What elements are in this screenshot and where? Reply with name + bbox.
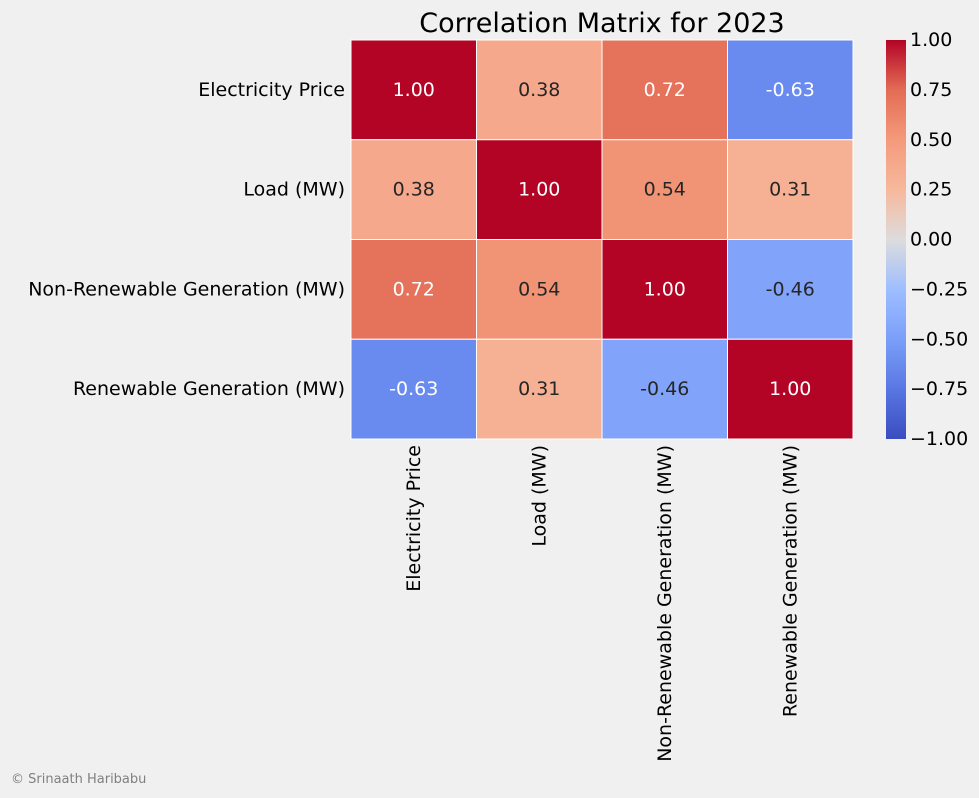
column-tick-labels: Electricity Price Load (MW) Non-Renewable … [403, 445, 802, 762]
heatmap-cell [601, 39, 728, 141]
heatmap-cell-labels: 1.00 0.38 0.72 -0.63 0.38 1.00 0.54 0.31 0.72 0.5… [389, 79, 815, 400]
heatmap-cell-label: 0.31 [769, 179, 811, 201]
colorbar-tick-label: −1.00 [910, 428, 968, 450]
colorbar-tick-label: 0.75 [910, 79, 952, 101]
heatmap-cell [727, 239, 854, 340]
heatmap-cell-label: 1.00 [518, 179, 560, 201]
colorbar-tick-label: −0.75 [910, 378, 968, 400]
column-tick-label: Renewable Generation (MW) [779, 445, 801, 717]
heatmap-cell [350, 139, 477, 240]
heatmap-cell-label: 0.72 [644, 79, 686, 101]
chart-title: Correlation Matrix for 2023 [419, 8, 784, 39]
heatmap-cell-label: -0.46 [640, 378, 689, 400]
heatmap-cell-label: 1.00 [769, 378, 811, 400]
heatmap-cell-label: -0.46 [766, 278, 815, 300]
row-tick-label: Load (MW) [243, 179, 345, 201]
heatmap-cell-label: 1.00 [644, 278, 686, 300]
colorbar-tick-label: −0.25 [910, 278, 968, 300]
heatmap-cell-label: 0.31 [518, 378, 560, 400]
colorbar-tick-label: −0.50 [910, 328, 968, 350]
row-tick-label: Non-Renewable Generation (MW) [28, 278, 345, 300]
row-tick-label: Electricity Price [198, 79, 345, 101]
heatmap-cell-label: 0.38 [393, 179, 435, 201]
heatmap-cell [476, 338, 603, 440]
heatmap-cell [727, 39, 854, 141]
heatmap-cell [476, 239, 603, 340]
row-tick-labels: Electricity Price Load (MW) Non-Renewable … [28, 79, 345, 400]
colorbar-tick-label: 1.00 [910, 29, 952, 51]
heatmap-cell-label: 0.54 [644, 179, 686, 201]
heatmap-cell [727, 139, 854, 240]
heatmap-cell [350, 338, 477, 440]
column-tick-label: Electricity Price [403, 445, 425, 592]
colorbar-tick-label: 0.00 [910, 229, 952, 251]
colorbar-tick-label: 0.25 [910, 179, 952, 201]
heatmap-cells [350, 39, 854, 440]
colorbar-tick-labels: 1.00 0.75 0.50 0.25 0.00 −0.25 −0.50 −0.75 −1.00 [910, 29, 968, 450]
column-tick-label: Load (MW) [528, 445, 550, 547]
colorbar-gradient [886, 40, 906, 439]
heatmap-cell-label: -0.63 [389, 378, 438, 400]
heatmap-cell-label: 0.72 [393, 278, 435, 300]
copyright-text: © Srinaath Haribabu [11, 772, 147, 787]
heatmap-cell-label: 1.00 [393, 79, 435, 101]
heatmap-cell [350, 39, 477, 141]
heatmap-cell [727, 338, 854, 440]
colorbar: 1.00 0.75 0.50 0.25 0.00 −0.25 −0.50 −0.75 −1.00 [886, 29, 968, 450]
heatmap-cell [476, 39, 603, 141]
heatmap-cell-label: 0.54 [518, 278, 560, 300]
row-tick-label: Renewable Generation (MW) [73, 378, 345, 400]
heatmap-cell-label: 0.38 [518, 79, 560, 101]
colorbar-tick-label: 0.50 [910, 129, 952, 151]
heatmap-cell [476, 139, 603, 240]
column-tick-label: Non-Renewable Generation (MW) [654, 445, 676, 762]
heatmap-cell [601, 338, 728, 440]
heatmap-cell-label: -0.63 [766, 79, 815, 101]
